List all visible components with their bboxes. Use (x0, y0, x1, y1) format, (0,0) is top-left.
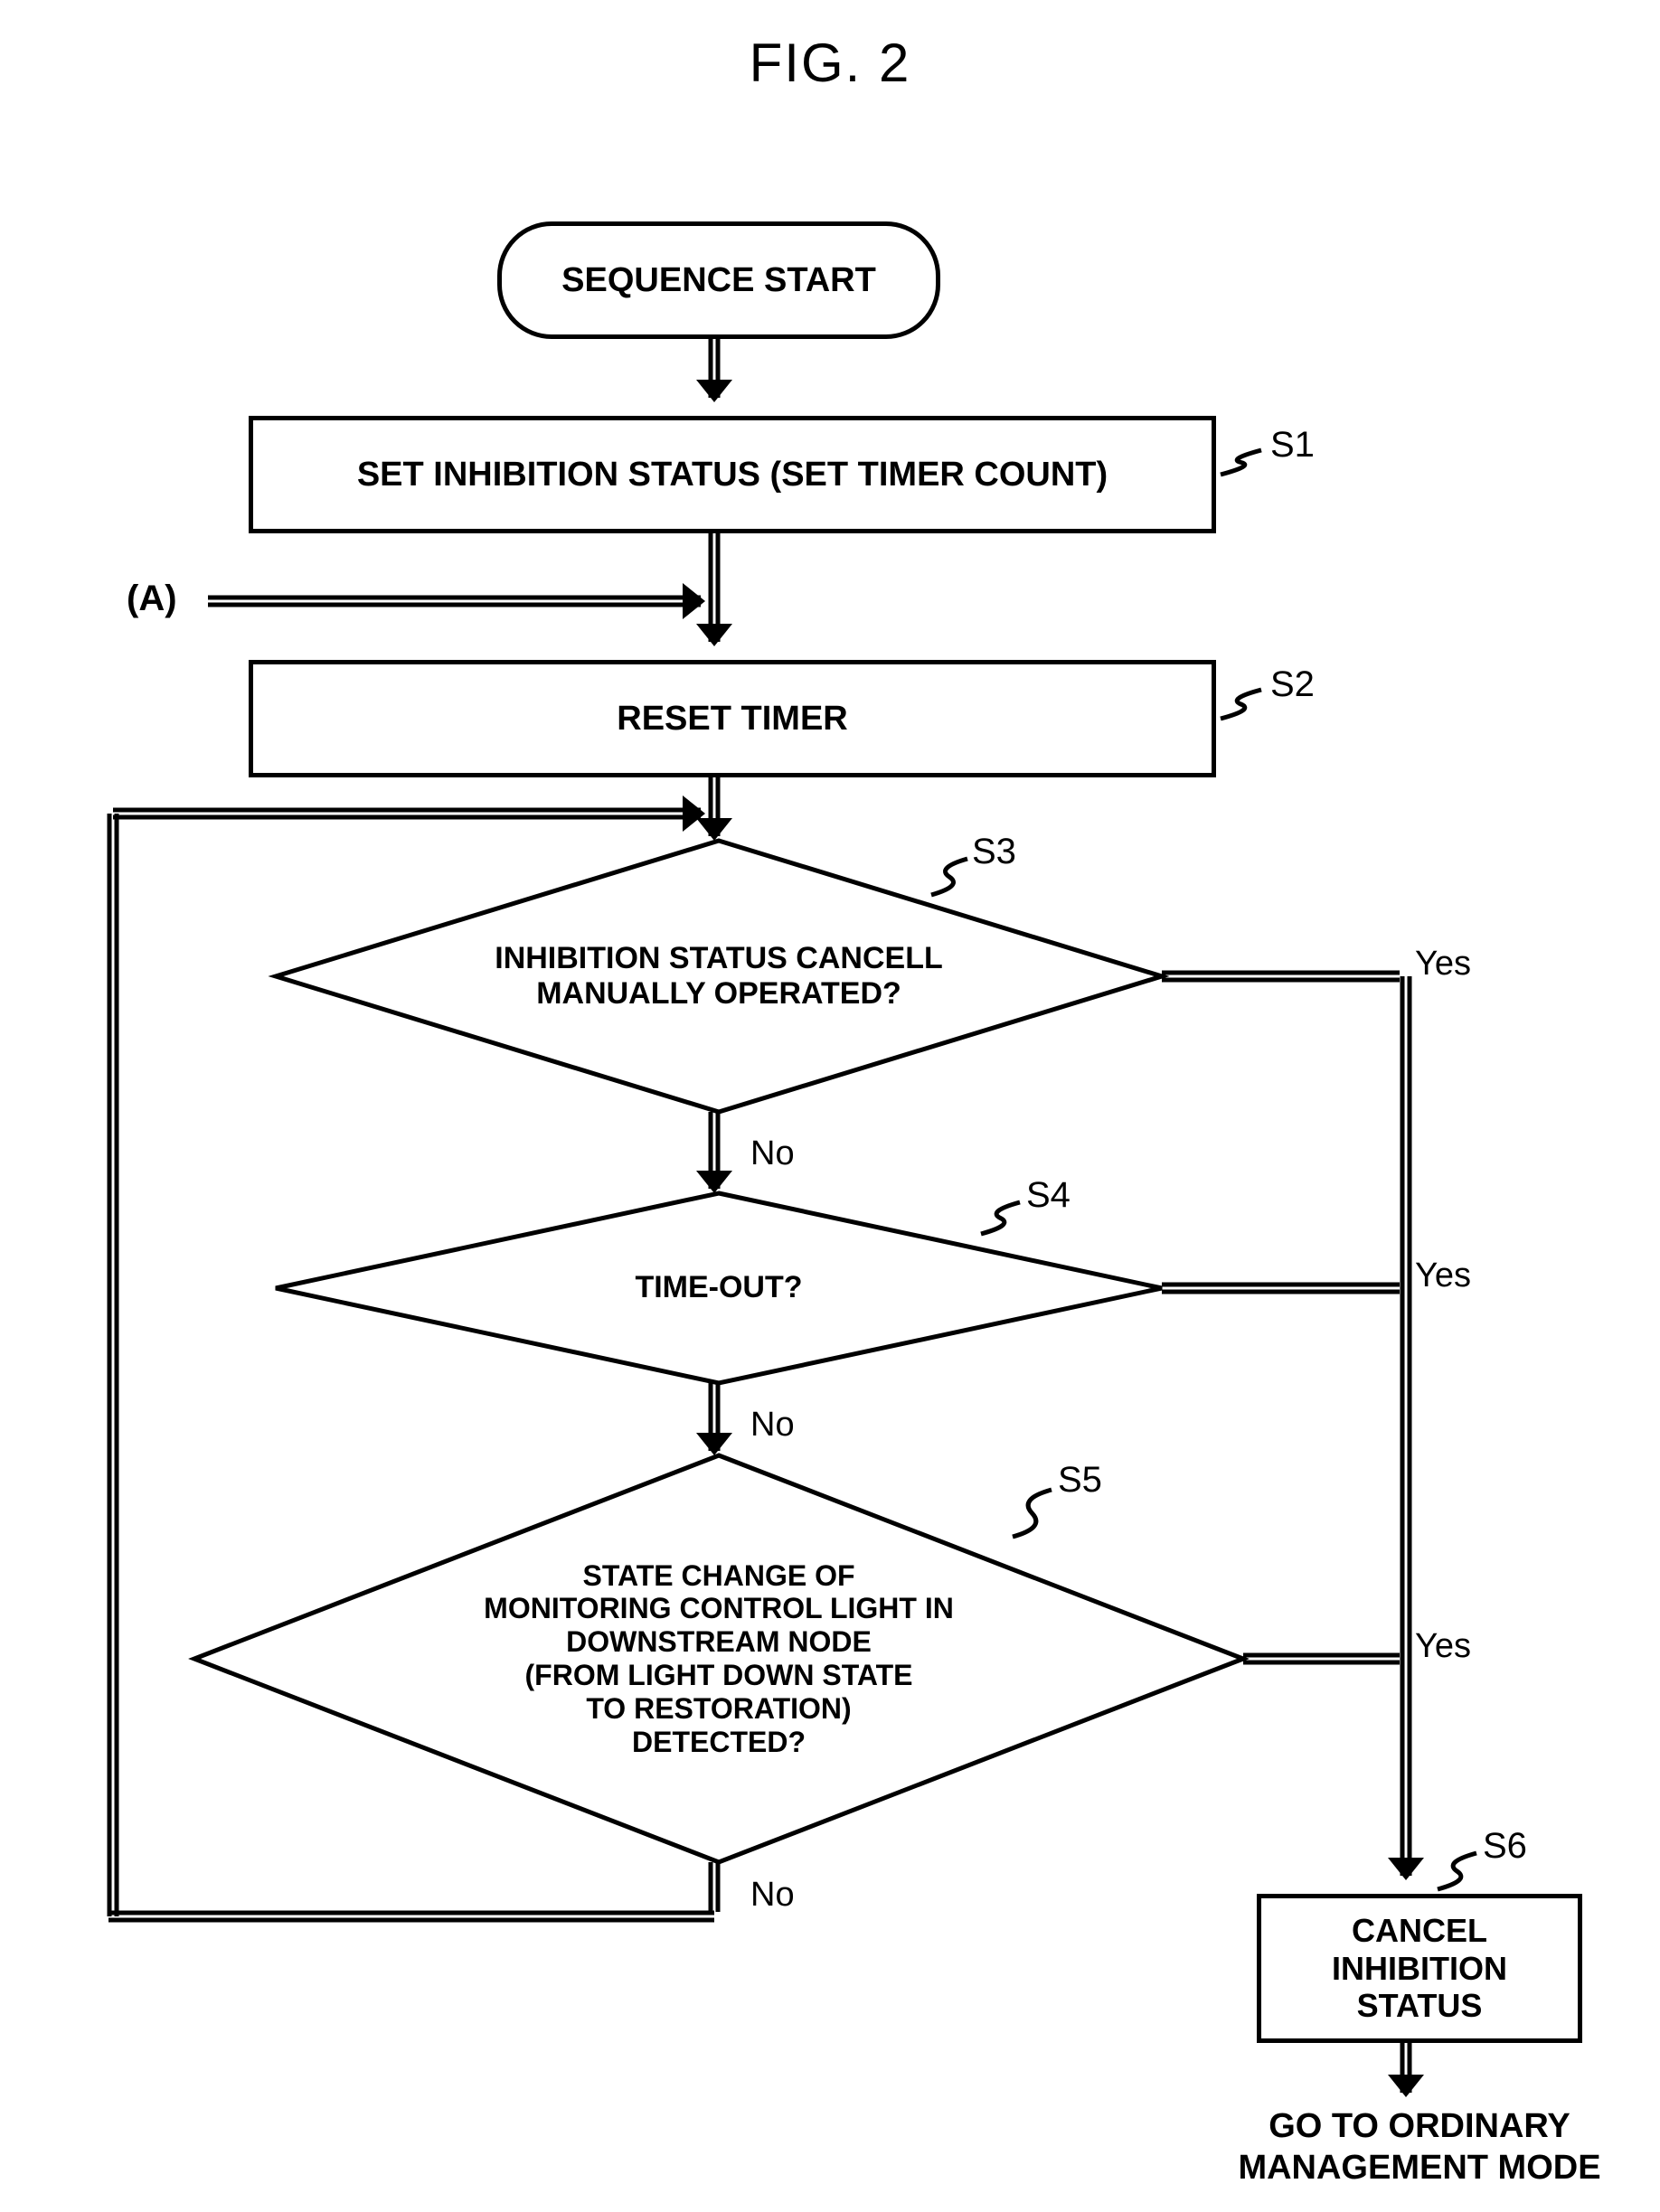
step-label-s1: S1 (1270, 425, 1315, 466)
step-label-s6: S6 (1483, 1826, 1527, 1867)
process-s1: SET INHIBITION STATUS (SET TIMER COUNT) (249, 416, 1216, 533)
yes-label-s4: Yes (1415, 1257, 1471, 1295)
start-terminator-text: SEQUENCE START (561, 261, 876, 300)
no-label-s4: No (750, 1406, 795, 1445)
process-s6-text: CANCELINHIBITIONSTATUS (1332, 1912, 1507, 2024)
entry-a-label: (A) (127, 579, 177, 619)
process-s6: CANCELINHIBITIONSTATUS (1257, 1894, 1582, 2043)
step-label-s3: S3 (972, 832, 1016, 872)
step-label-s4: S4 (1026, 1175, 1071, 1216)
decision-s4: TIME-OUT? (276, 1193, 1162, 1383)
process-s2: RESET TIMER (249, 660, 1216, 777)
step-label-s5: S5 (1058, 1460, 1102, 1501)
no-label-s5: No (750, 1876, 795, 1915)
process-s1-text: SET INHIBITION STATUS (SET TIMER COUNT) (357, 456, 1108, 494)
decision-s5-text: STATE CHANGE OFMONITORING CONTROL LIGHT … (194, 1455, 1243, 1862)
yes-label-s5: Yes (1415, 1627, 1471, 1666)
start-terminator: SEQUENCE START (497, 221, 940, 339)
no-label-s3: No (750, 1134, 795, 1173)
end-text: GO TO ORDINARYMANAGEMENT MODE (1230, 2106, 1609, 2188)
decision-s5: STATE CHANGE OFMONITORING CONTROL LIGHT … (194, 1455, 1243, 1862)
decision-s3-text: INHIBITION STATUS CANCELLMANUALLY OPERAT… (276, 841, 1162, 1112)
step-label-s2: S2 (1270, 664, 1315, 705)
process-s2-text: RESET TIMER (617, 700, 847, 739)
yes-label-s3: Yes (1415, 945, 1471, 984)
decision-s3: INHIBITION STATUS CANCELLMANUALLY OPERAT… (276, 841, 1162, 1112)
flowchart-page: FIG. 2 SEQUENCE START SET INHIBITION STA… (0, 0, 1660, 2212)
decision-s4-text: TIME-OUT? (276, 1193, 1162, 1383)
